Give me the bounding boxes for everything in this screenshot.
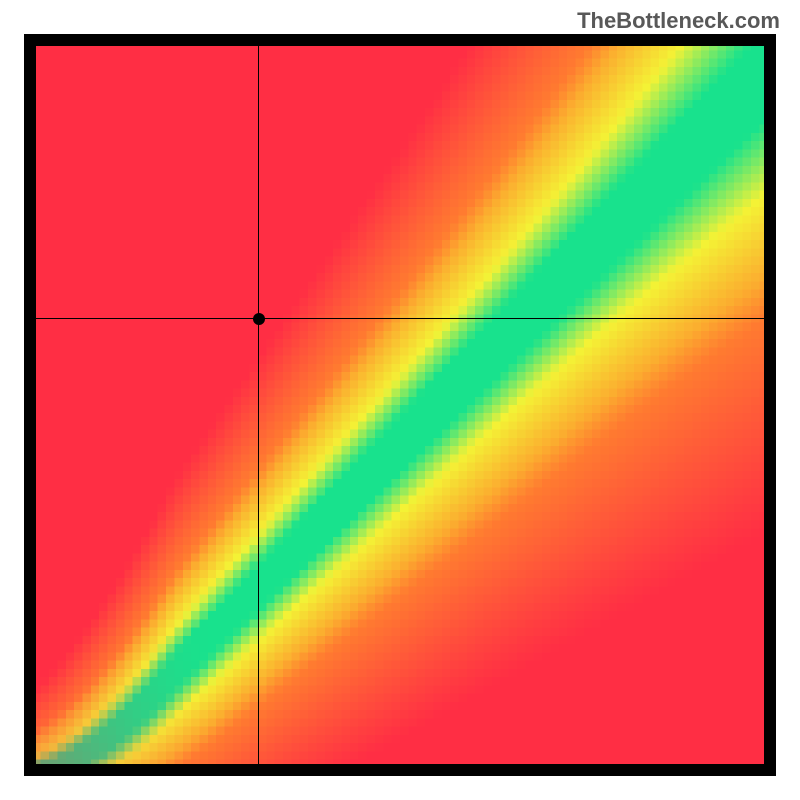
crosshair-vertical	[258, 46, 259, 764]
heatmap-plot	[24, 34, 776, 776]
chart-container: TheBottleneck.com	[0, 0, 800, 800]
crosshair-dot	[253, 313, 265, 325]
watermark-text: TheBottleneck.com	[577, 8, 780, 34]
heatmap-canvas	[24, 34, 776, 776]
crosshair-horizontal	[36, 318, 764, 319]
